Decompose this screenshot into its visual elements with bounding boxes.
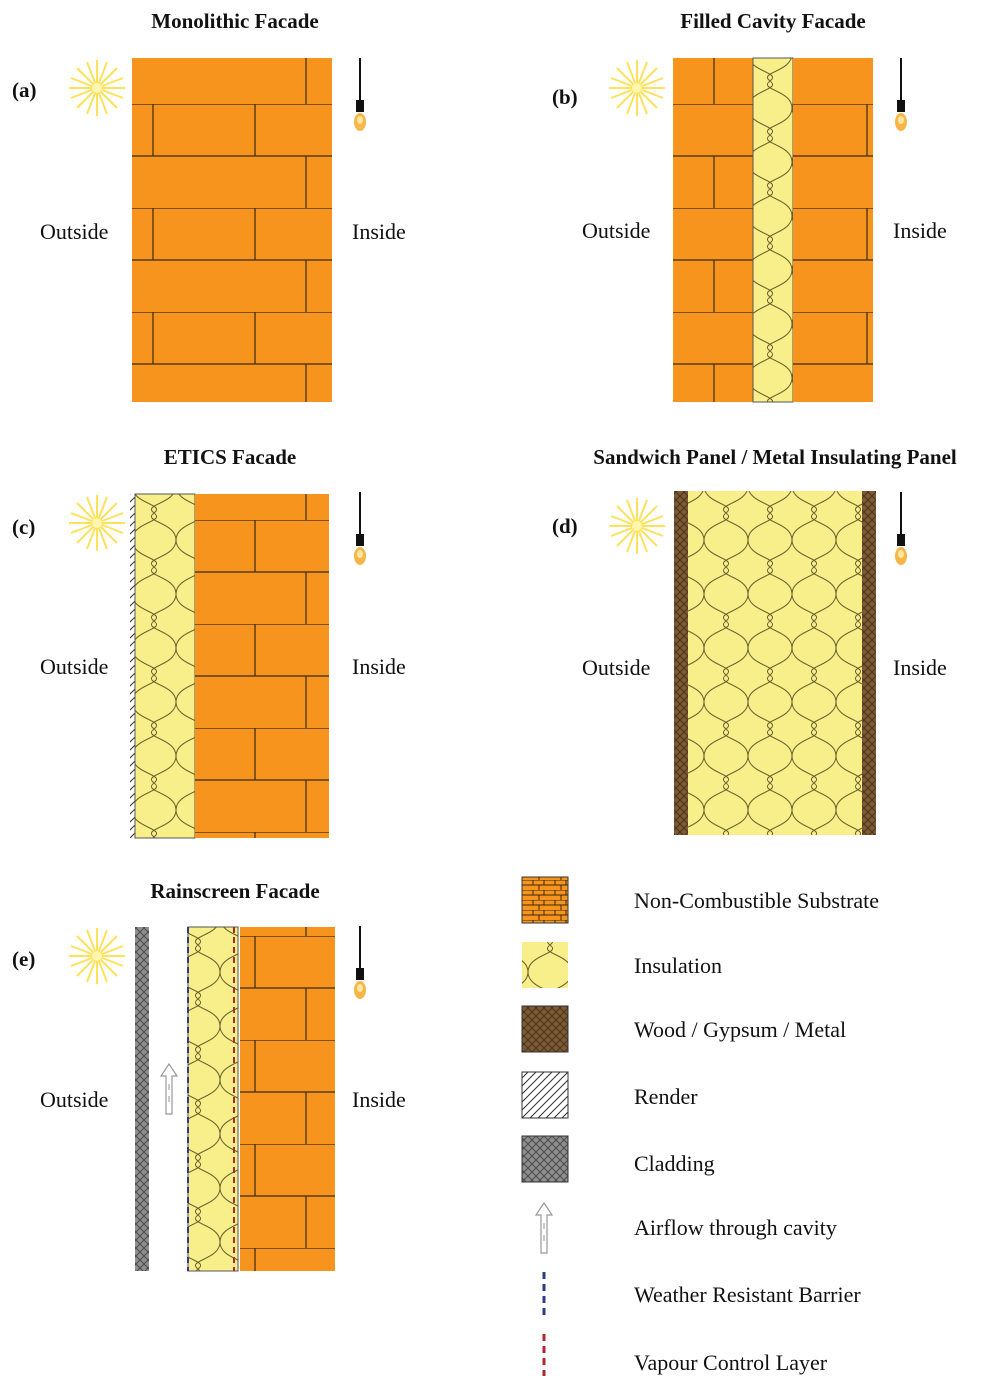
panel-d: Sandwich Panel / Metal Insulating Panel … [552,445,957,835]
panel-b-title: Filled Cavity Facade [680,9,865,33]
cladding-layer [135,927,149,1271]
cavity-insulation [752,57,794,403]
outside-label: Outside [40,219,108,244]
airflow-arrow-icon [535,1202,553,1254]
light-bulb-icon [353,57,367,132]
legend-render: Render [634,1084,698,1109]
legend-wood: Wood / Gypsum / Metal [634,1017,846,1042]
outer-metal-skin [674,491,688,835]
legend-insulation: Insulation [634,953,722,978]
legend-swatch-wood [521,1005,569,1053]
panel-core-insulation [688,491,862,835]
legend-vcl: Vapour Control Layer [634,1350,828,1375]
legend-cladding: Cladding [634,1151,715,1176]
panel-c-label: (c) [12,515,35,539]
panel-c: ETICS Facade (c) Outside Inside [12,445,406,839]
sun-icon [608,59,666,117]
substrate-wall [240,927,335,1271]
legend-swatch-substrate [521,876,569,924]
outside-label: Outside [582,218,650,243]
rainscreen-insulation [187,926,239,1272]
airflow-arrow-icon [160,1063,178,1115]
legend-wrb: Weather Resistant Barrier [634,1282,861,1307]
panel-b: Filled Cavity Facade (b) Outside Inside [552,9,947,403]
outside-label: Outside [40,654,108,679]
inside-label: Inside [352,654,406,679]
panel-e-title: Rainscreen Facade [150,879,319,903]
panel-b-label: (b) [552,85,578,109]
inside-label: Inside [893,218,947,243]
panel-a: Monolithic Facade (a) Outside Inside [12,9,406,402]
substrate-wall [195,494,329,838]
legend-swatch-render [521,1071,569,1119]
panel-a-label: (a) [12,78,37,102]
substrate-wall [132,58,332,402]
light-bulb-icon [894,57,908,132]
legend-swatch-cladding [521,1135,569,1183]
light-bulb-icon [894,491,908,566]
outside-label: Outside [582,655,650,680]
sun-icon [68,494,126,552]
panel-a-title: Monolithic Facade [151,9,318,33]
inside-label: Inside [893,655,947,680]
legend: Non-Combustible Substrate Insulation Woo… [521,876,879,1376]
inner-leaf-wall [793,58,873,402]
light-bulb-icon [353,491,367,566]
legend-swatch-insulation [522,942,568,988]
inner-metal-skin [862,491,876,835]
sun-icon [608,497,666,555]
panel-e-label: (e) [12,947,35,971]
sun-icon [68,59,126,117]
sun-icon [68,927,126,985]
panel-d-title: Sandwich Panel / Metal Insulating Panel [593,445,957,469]
panel-e: Rainscreen Facade (e) Outside Inside [12,879,406,1272]
render-layer [130,494,135,838]
panel-d-label: (d) [552,514,578,538]
outside-label: Outside [40,1087,108,1112]
inside-label: Inside [352,1087,406,1112]
legend-substrate: Non-Combustible Substrate [634,888,879,913]
external-insulation [134,493,196,839]
legend-airflow: Airflow through cavity [634,1215,837,1240]
light-bulb-icon [353,925,367,1000]
outer-leaf-wall [673,58,753,402]
panel-c-title: ETICS Facade [164,445,296,469]
inside-label: Inside [352,219,406,244]
